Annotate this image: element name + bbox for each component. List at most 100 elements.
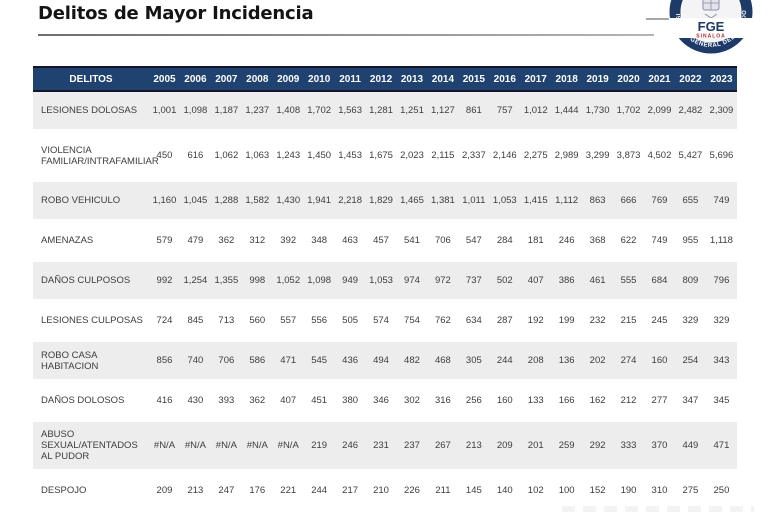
value-cell: 1,702 [303,91,335,132]
value-cell: 1,450 [303,130,335,182]
value-cell: 232 [582,300,614,342]
value-cell: 430 [179,380,211,422]
value-cell: 256 [458,380,490,422]
value-cell: 346 [365,380,397,422]
value-cell: 1,062 [210,130,242,182]
value-cell: 362 [241,380,273,422]
value-cell: 245 [644,300,675,342]
value-cell: 274 [613,340,644,382]
value-cell: 769 [644,180,675,222]
value-cell: 1,254 [179,260,211,302]
table-row: LESIONES CULPOSAS 724 845 713 560 557 556 505 57… [33,300,737,342]
value-cell: 616 [179,130,211,182]
column-header-year: 2007 [210,66,242,92]
table-row: DAÑOS DOLOSOS 416 430 393 362 407 451 380 346 302… [33,380,737,422]
title-underline-right-segment [646,18,682,20]
value-cell: 1,053 [365,260,397,302]
column-header-year: 2010 [303,66,335,92]
value-cell: 502 [489,260,521,302]
value-cell: 998 [241,260,273,302]
value-cell: 461 [582,260,614,302]
value-cell: 202 [582,340,614,382]
value-cell: 1,355 [210,260,242,302]
value-cell: 231 [365,420,397,472]
value-cell: 160 [644,340,675,382]
value-cell: 416 [149,380,180,422]
crime-label: DESPOJO [33,470,149,512]
value-cell: 386 [551,260,583,302]
value-cell: 1,941 [303,180,335,222]
value-cell: 737 [458,260,490,302]
value-cell: 3,299 [582,130,614,182]
value-cell: 380 [334,380,366,422]
table-row: ROBO VEHICULO 1,160 1,045 1,288 1,582 1,430 1,… [33,180,737,222]
column-header-year: 2019 [582,66,614,92]
value-cell: 181 [520,220,552,262]
value-cell: 2,275 [520,130,552,182]
value-cell: 1,465 [396,180,428,222]
value-cell: 250 [705,470,737,512]
value-cell: 622 [613,220,644,262]
value-cell: 226 [396,470,428,512]
value-cell: 347 [674,380,706,422]
value-cell: 1,045 [179,180,211,222]
value-cell: 505 [334,300,366,342]
logo-state: SINALOA [696,34,726,40]
value-cell: 494 [365,340,397,382]
value-cell: 333 [613,420,644,472]
value-cell: 471 [705,420,737,472]
value-cell: 1,098 [303,260,335,302]
value-cell: 684 [644,260,675,302]
value-cell: 162 [582,380,614,422]
value-cell: 152 [582,470,614,512]
value-cell: 133 [520,380,552,422]
value-cell: 247 [210,470,242,512]
value-cell: 199 [551,300,583,342]
value-cell: 244 [489,340,521,382]
column-header-year: 2009 [272,66,304,92]
value-cell: 634 [458,300,490,342]
value-cell: 556 [303,300,335,342]
value-cell: 1,730 [582,91,614,132]
value-cell: 1,160 [149,180,180,222]
value-cell: 1,052 [272,260,304,302]
value-cell: 2,337 [458,130,490,182]
crime-label: DAÑOS CULPOSOS [33,260,149,302]
value-cell: #N/A [210,420,242,472]
value-cell: 1,563 [334,91,366,132]
value-cell: 221 [272,470,304,512]
table-row: VIOLENCIA FAMILIAR/INTRAFAMILIAR 450 616 1,… [33,130,737,182]
value-cell: 211 [427,470,459,512]
value-cell: 972 [427,260,459,302]
value-cell: 277 [644,380,675,422]
value-cell: 557 [272,300,304,342]
value-cell: 468 [427,340,459,382]
table-row: AMENAZAS 579 479 362 312 392 348 463 457 541 706 54… [33,220,737,262]
value-cell: 450 [149,130,180,182]
page-title: Delitos de Mayor Incidencia [38,3,314,24]
value-cell: 1,053 [489,180,521,222]
value-cell: 1,582 [241,180,273,222]
column-header-year: 2011 [334,66,366,92]
value-cell: 145 [458,470,490,512]
value-cell: 2,218 [334,180,366,222]
fge-sinaloa-logo-icon: FGE SINALOA FISCALÍA GENERAL DEL ESTADO [669,0,753,54]
value-cell: 287 [489,300,521,342]
value-cell: #N/A [241,420,273,472]
value-cell: 754 [396,300,428,342]
value-cell: 809 [674,260,706,302]
value-cell: 861 [458,91,490,132]
value-cell: 292 [582,420,614,472]
value-cell: 1,118 [705,220,737,262]
table-row: DAÑOS CULPOSOS 992 1,254 1,355 998 1,052 1,098… [33,260,737,302]
value-cell: 1,063 [241,130,273,182]
value-cell: 1,237 [241,91,273,132]
value-cell: 541 [396,220,428,262]
column-header-year: 2015 [458,66,490,92]
value-cell: 579 [149,220,180,262]
value-cell: 2,146 [489,130,521,182]
value-cell: 1,281 [365,91,397,132]
crime-label: LESIONES CULPOSAS [33,300,149,342]
value-cell: 666 [613,180,644,222]
value-cell: 305 [458,340,490,382]
